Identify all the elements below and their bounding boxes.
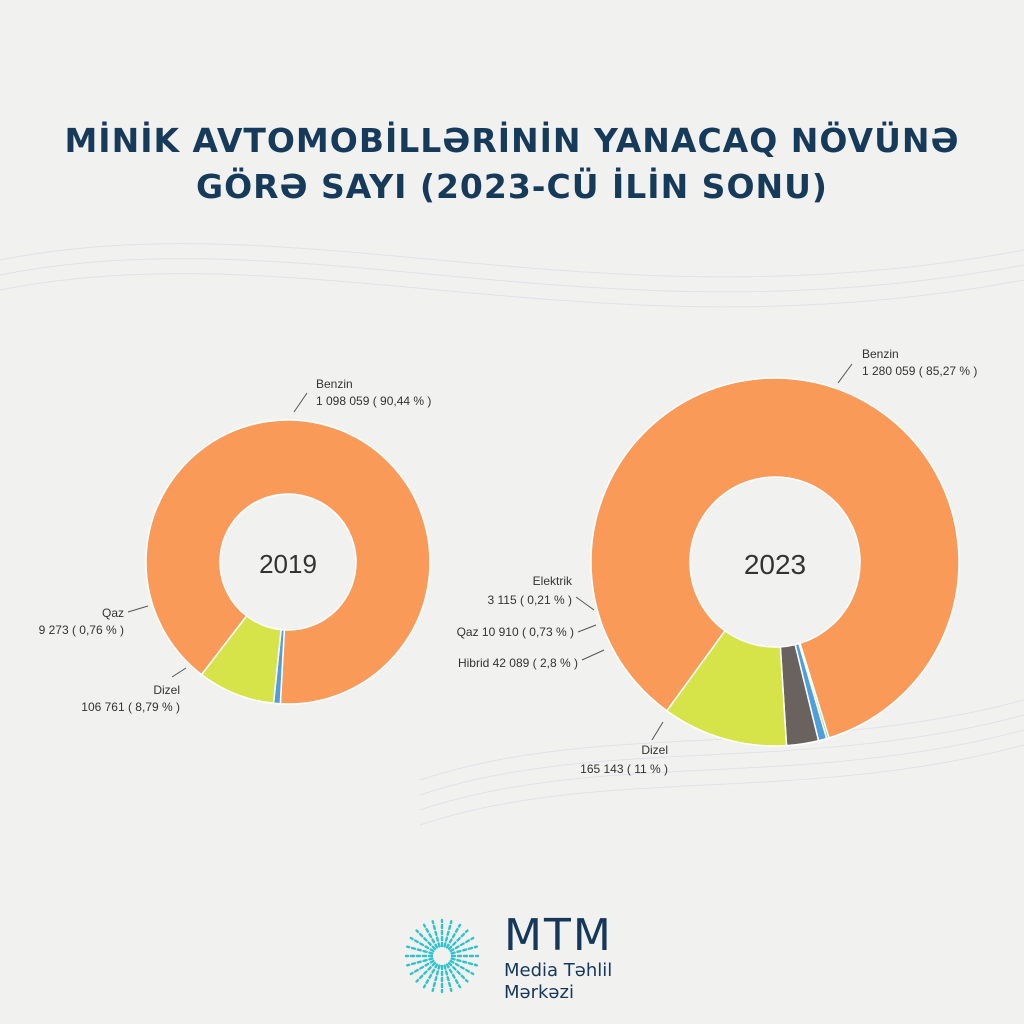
brand-subtitle-line-2: Mərkəzi — [504, 982, 574, 1003]
center-label-2023: 2023 — [744, 549, 806, 580]
logo-ray — [409, 936, 435, 953]
leader-2023-hibrid — [581, 649, 605, 661]
label-2023-benzin-name: Benzin — [862, 347, 899, 361]
label-2019-dizel-name: Dizel — [153, 683, 180, 697]
leader-2023-dizel — [651, 721, 664, 741]
leader-2019-benzin — [293, 392, 308, 413]
label-2023-hibrid-value: Hibrid 42 089 ( 2,8 % ) — [458, 656, 578, 670]
logo-ray — [447, 929, 469, 951]
leader-2023-elektrik — [575, 596, 595, 611]
logo-ray — [443, 920, 453, 948]
logo-ray — [450, 957, 478, 967]
label-2023-qaz-value: Qaz 10 910 ( 0,73 % ) — [457, 625, 574, 639]
brand-subtitle-line-1: Media Təhlil — [504, 960, 613, 981]
label-2023-dizel-value: 165 143 ( 11 % ) — [580, 762, 668, 776]
slice-2023-benzin — [590, 377, 960, 739]
title-line-1: MİNİK AVTOMOBİLLƏRİNİN YANACAQ NÖVÜNƏ — [64, 121, 960, 160]
logo-ray — [409, 959, 435, 976]
leader-2023-qaz — [577, 624, 597, 633]
chart-title: MİNİK AVTOMOBİLLƏRİNİN YANACAQ NÖVÜNƏ GÖ… — [0, 118, 1024, 210]
label-2023-elektrik-value: 3 115 ( 0,21 % ) — [488, 593, 573, 607]
brand-logo: MTM Media Təhlil Mərkəzi — [400, 910, 660, 1005]
logo-ray — [447, 961, 469, 983]
slice-2019-dizel — [200, 614, 282, 705]
logo-ray — [422, 963, 439, 989]
leader-2019-qaz — [127, 605, 149, 613]
label-2019-dizel-value: 106 761 ( 8,79 % ) — [81, 700, 180, 714]
logo-ray — [449, 936, 475, 953]
logo-ray — [431, 920, 441, 948]
logo-ray — [406, 957, 434, 967]
logo-ray — [431, 964, 441, 992]
brand-subtitle: Media Təhlil Mərkəzi — [504, 960, 612, 1004]
logo-ray — [406, 945, 434, 955]
logo-ray — [415, 929, 437, 951]
logo-ray — [422, 923, 439, 949]
label-2019-qaz-value: 9 273 ( 0,76 % ) — [39, 623, 124, 637]
label-2019-benzin-name: Benzin — [316, 377, 353, 391]
logo-ray — [449, 959, 475, 976]
logo-ray — [415, 961, 437, 983]
donut-2019 — [145, 419, 431, 705]
label-2019-benzin-value: 1 098 059 ( 90,44 % ) — [316, 394, 431, 408]
logo-ray — [445, 923, 462, 949]
label-2019-qaz-name: Qaz — [102, 606, 124, 620]
logo-ray — [450, 945, 478, 955]
labels-2019: Benzin 1 098 059 ( 90,44 % ) Qaz 9 273 (… — [39, 377, 432, 714]
leader-2023-benzin — [837, 363, 853, 384]
center-label-2019: 2019 — [259, 549, 317, 579]
brand-name: MTM — [504, 910, 613, 961]
donut-2023 — [590, 377, 960, 747]
leader-2019-dizel — [171, 667, 187, 678]
title-line-2: GÖRƏ SAYI (2023-CÜ İLİN SONU) — [195, 167, 828, 206]
slice-2023-dizel — [665, 629, 788, 747]
slice-2019-benzin — [145, 419, 431, 705]
labels-2023: Benzin 1 280 059 ( 85,27 % ) Elektrik 3 … — [457, 347, 978, 776]
label-2023-elektrik-name: Elektrik — [533, 574, 573, 588]
mtm-logo-icon — [404, 918, 480, 994]
label-2023-dizel-name: Dizel — [641, 743, 668, 757]
label-2023-benzin-value: 1 280 059 ( 85,27 % ) — [862, 364, 977, 378]
logo-ray — [445, 963, 462, 989]
logo-ray — [443, 964, 453, 992]
